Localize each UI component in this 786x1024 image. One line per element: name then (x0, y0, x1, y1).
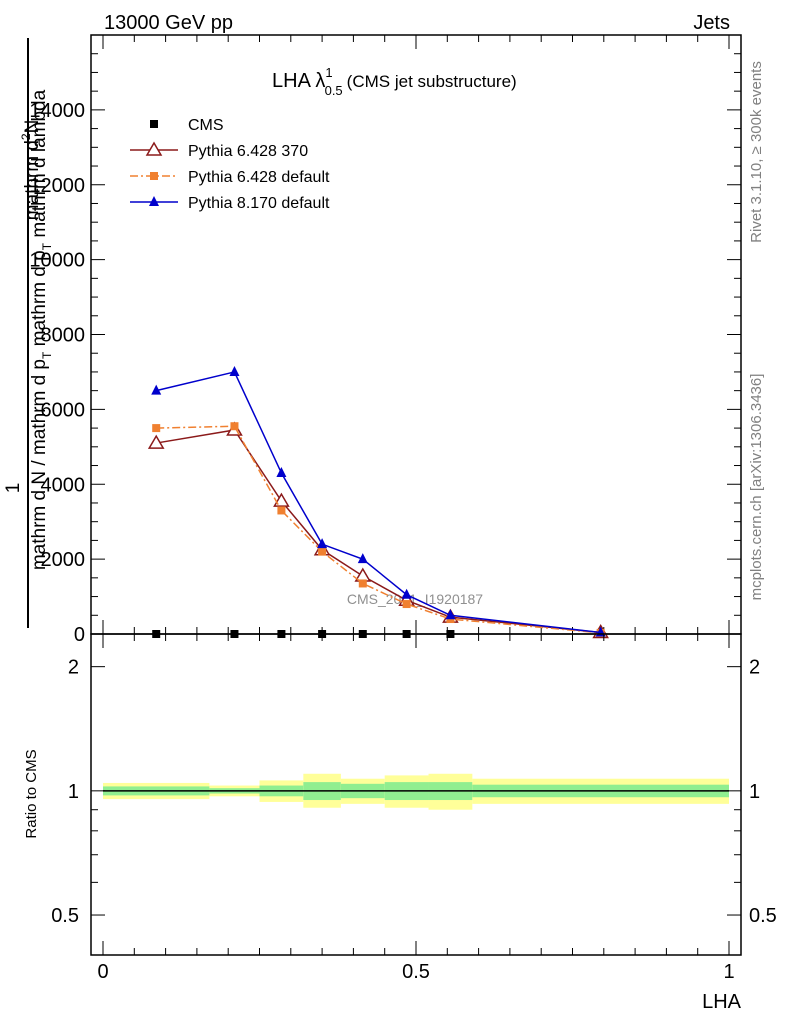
data-point (402, 600, 411, 609)
main-y-tick-label: 2000 (41, 549, 86, 571)
x-axis-label: LHA (702, 991, 742, 1013)
main-y-tick-label: 10000 (29, 250, 85, 272)
legend-entry: Pythia 8.170 default (130, 195, 330, 212)
data-point (318, 547, 327, 556)
data-point (357, 553, 368, 564)
legend: CMS Pythia 6.428 370 Pythia 6.428 default P… (130, 117, 330, 212)
ratio-panel: 0.5 0.51 12 2 0 0.5 1 Ratio to CMS LHA (23, 633, 777, 1013)
ratio-y-tick-label: 1 (68, 781, 79, 803)
data-point (445, 609, 456, 620)
ratio-y-tick-label-right: 0.5 (749, 905, 777, 927)
main-y-ticks: 0 2000 4000 6000 8000 10000 12000 14000 (29, 34, 741, 646)
legend-marker (150, 120, 158, 128)
ratio-ylabel: Ratio to CMS (23, 749, 40, 838)
mcplots-label: mcplots.cern.ch [arXiv:1306.3436] (748, 374, 765, 601)
legend-label: CMS (188, 117, 224, 134)
data-point (152, 424, 161, 433)
data-point (401, 588, 412, 599)
ylabel-frac-one: 1 (3, 483, 24, 494)
ylabel-den-sub: T (40, 351, 54, 359)
series-line (156, 429, 601, 634)
main-y-tick-label: 12000 (29, 175, 85, 197)
legend-entry: Pythia 6.428 370 (130, 141, 308, 160)
main-y-tick-label: 6000 (41, 399, 86, 421)
data-point (151, 384, 162, 395)
legend-marker (149, 196, 159, 206)
series-line (156, 425, 601, 634)
plot-title-sub: 0.5 (325, 83, 343, 98)
ratio-y-tick-label: 2 (68, 657, 79, 679)
plot-title-main: LHA λ (272, 70, 325, 92)
main-y-tick-label: 14000 (29, 100, 85, 122)
series-3 (151, 365, 606, 637)
ratio-x-ticks: 0 0.5 1 (97, 634, 735, 983)
data-point (147, 434, 165, 449)
legend-label: Pythia 8.170 default (188, 195, 330, 212)
legend-label: Pythia 6.428 370 (188, 143, 308, 160)
data-point (358, 579, 367, 588)
x-tick-label: 1 (723, 961, 734, 983)
main-y-tick-label: 8000 (41, 325, 86, 347)
series-line (156, 371, 601, 634)
data-point (273, 492, 290, 507)
data-point (230, 422, 239, 431)
data-point (277, 506, 286, 515)
main-ylabel: mathrm d2N 1 mathrm d N / mathrm d pT ma… (3, 38, 54, 628)
ratio-bands (103, 773, 729, 810)
x-tick-label: 0 (97, 961, 108, 983)
ylabel-den-sub2: T (40, 242, 54, 250)
x-tick-label: 0.5 (402, 961, 430, 983)
ylabel-den-text2: mathrm d p (29, 250, 50, 351)
main-y-tick-label: 4000 (41, 474, 86, 496)
data-point (317, 538, 328, 549)
ratio-y-tick-label-right: 2 (749, 657, 760, 679)
legend-marker (150, 172, 158, 180)
data-point (276, 467, 287, 478)
legend-entry: CMS (150, 117, 224, 134)
header-right: Jets (693, 12, 730, 34)
legend-marker (145, 141, 163, 156)
header-left: 13000 GeV pp (104, 12, 233, 34)
ylabel-den-text3: mathrm d lambda (29, 89, 50, 243)
legend-entry: Pythia 6.428 default (130, 169, 330, 186)
plot-title-suffix: (CMS jet substructure) (347, 72, 517, 91)
ratio-y-ticks: 0.5 0.5 1 1 2 2 (51, 657, 777, 927)
legend-label: Pythia 6.428 default (188, 169, 330, 186)
main-y-tick-label: 0 (74, 624, 85, 646)
data-point (229, 365, 240, 376)
plot-title: LHA λ1 0.5 (CMS jet substructure) (272, 65, 517, 98)
ratio-y-tick-label: 0.5 (51, 905, 79, 927)
ylabel-den-text: mathrm d N / mathrm d p (29, 359, 50, 570)
ylabel-num-sup: 2 (19, 133, 33, 140)
ratio-y-tick-label-right: 1 (749, 781, 760, 803)
plot-title-sup: 1 (325, 65, 332, 80)
ylabel-denominator: mathrm d N / mathrm d pT mathrm d pT mat… (29, 89, 54, 570)
rivet-label: Rivet 3.1.10, ≥ 300k events (748, 61, 765, 243)
